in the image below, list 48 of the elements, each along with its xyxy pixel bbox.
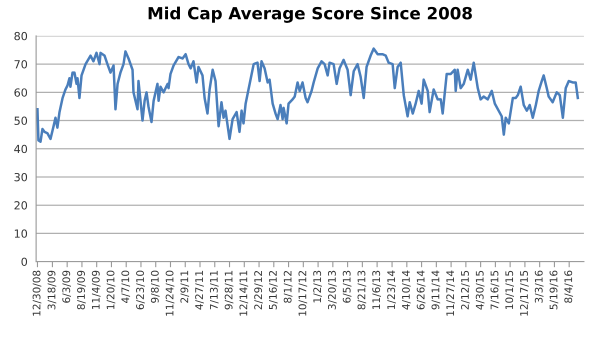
x-tick-label: 2/12/15 [461, 270, 470, 310]
line-series [36, 47, 580, 143]
x-tick-label: 5/19/16 [550, 270, 558, 310]
chart-title: Mid Cap Average Score Since 2008 [148, 6, 472, 23]
x-tick-label: 1/20/10 [106, 270, 116, 309]
x-tick-label: 3/20/13 [328, 270, 337, 310]
x-tick-label: 7/16/15 [490, 270, 500, 310]
x-tick-label: 6/3/09 [62, 270, 72, 303]
x-tick-label: 8/1/12 [284, 271, 292, 303]
x-tick-label: 4/27/11 [195, 270, 204, 310]
x-tick-label: 4/30/15 [476, 270, 484, 310]
y-tick-label: 40 [14, 144, 28, 154]
x-tick-label: 6/26/14 [416, 270, 426, 310]
x-tick-label: 2/29/12 [254, 271, 263, 310]
x-tick-label: 11/27/14 [446, 270, 455, 316]
x-tick-label: 8/19/09 [77, 270, 86, 310]
x-tick-label: 9/8/10 [150, 270, 160, 303]
x-tick-label: 9/11/14 [431, 270, 440, 310]
y-tick-label: 70 [14, 60, 28, 69]
y-tick-label: 10 [14, 229, 28, 238]
x-tick-label: 12/30/08 [32, 270, 42, 316]
x-tick-label: 11/4/09 [92, 270, 101, 309]
x-tick-label: 12/14/11 [239, 270, 248, 316]
y-tick-label: 50 [14, 116, 28, 125]
x-tick-label: 10/17/12 [298, 271, 308, 316]
x-tick-label: 9/28/11 [224, 270, 234, 310]
y-tick-label: 60 [14, 88, 28, 97]
y-tick-label: 20 [14, 201, 28, 210]
x-tick-label: 4/10/14 [402, 270, 411, 310]
x-tick-label: 11/24/10 [166, 270, 174, 316]
x-tick-label: 1/23/14 [387, 270, 396, 309]
x-tick-label: 2/9/11 [180, 270, 190, 303]
x-tick-label: 7/13/11 [210, 270, 219, 310]
x-tick-label: 1/2/13 [313, 270, 322, 302]
x-tick-label: 6/5/13 [342, 270, 352, 303]
x-tick-label: 3/3/16 [534, 270, 544, 303]
x-tick-label: 10/1/15 [505, 270, 514, 309]
x-tick-label: 11/6/13 [372, 270, 381, 309]
y-tick-label: 80 [14, 32, 28, 40]
x-tick-label: 8/4/16 [564, 270, 574, 303]
x-tick-label: 12/17/15 [520, 270, 529, 316]
x-tick-label: 6/23/10 [136, 270, 145, 310]
x-tick-label: 5/16/12 [268, 271, 278, 310]
x-tick-label: 8/21/13 [358, 270, 366, 310]
x-tick-label: 4/7/10 [121, 270, 130, 303]
x-tick-label: 3/18/09 [48, 270, 56, 310]
y-tick-label: 30 [14, 172, 28, 182]
y-tick-label: 0 [21, 258, 28, 266]
